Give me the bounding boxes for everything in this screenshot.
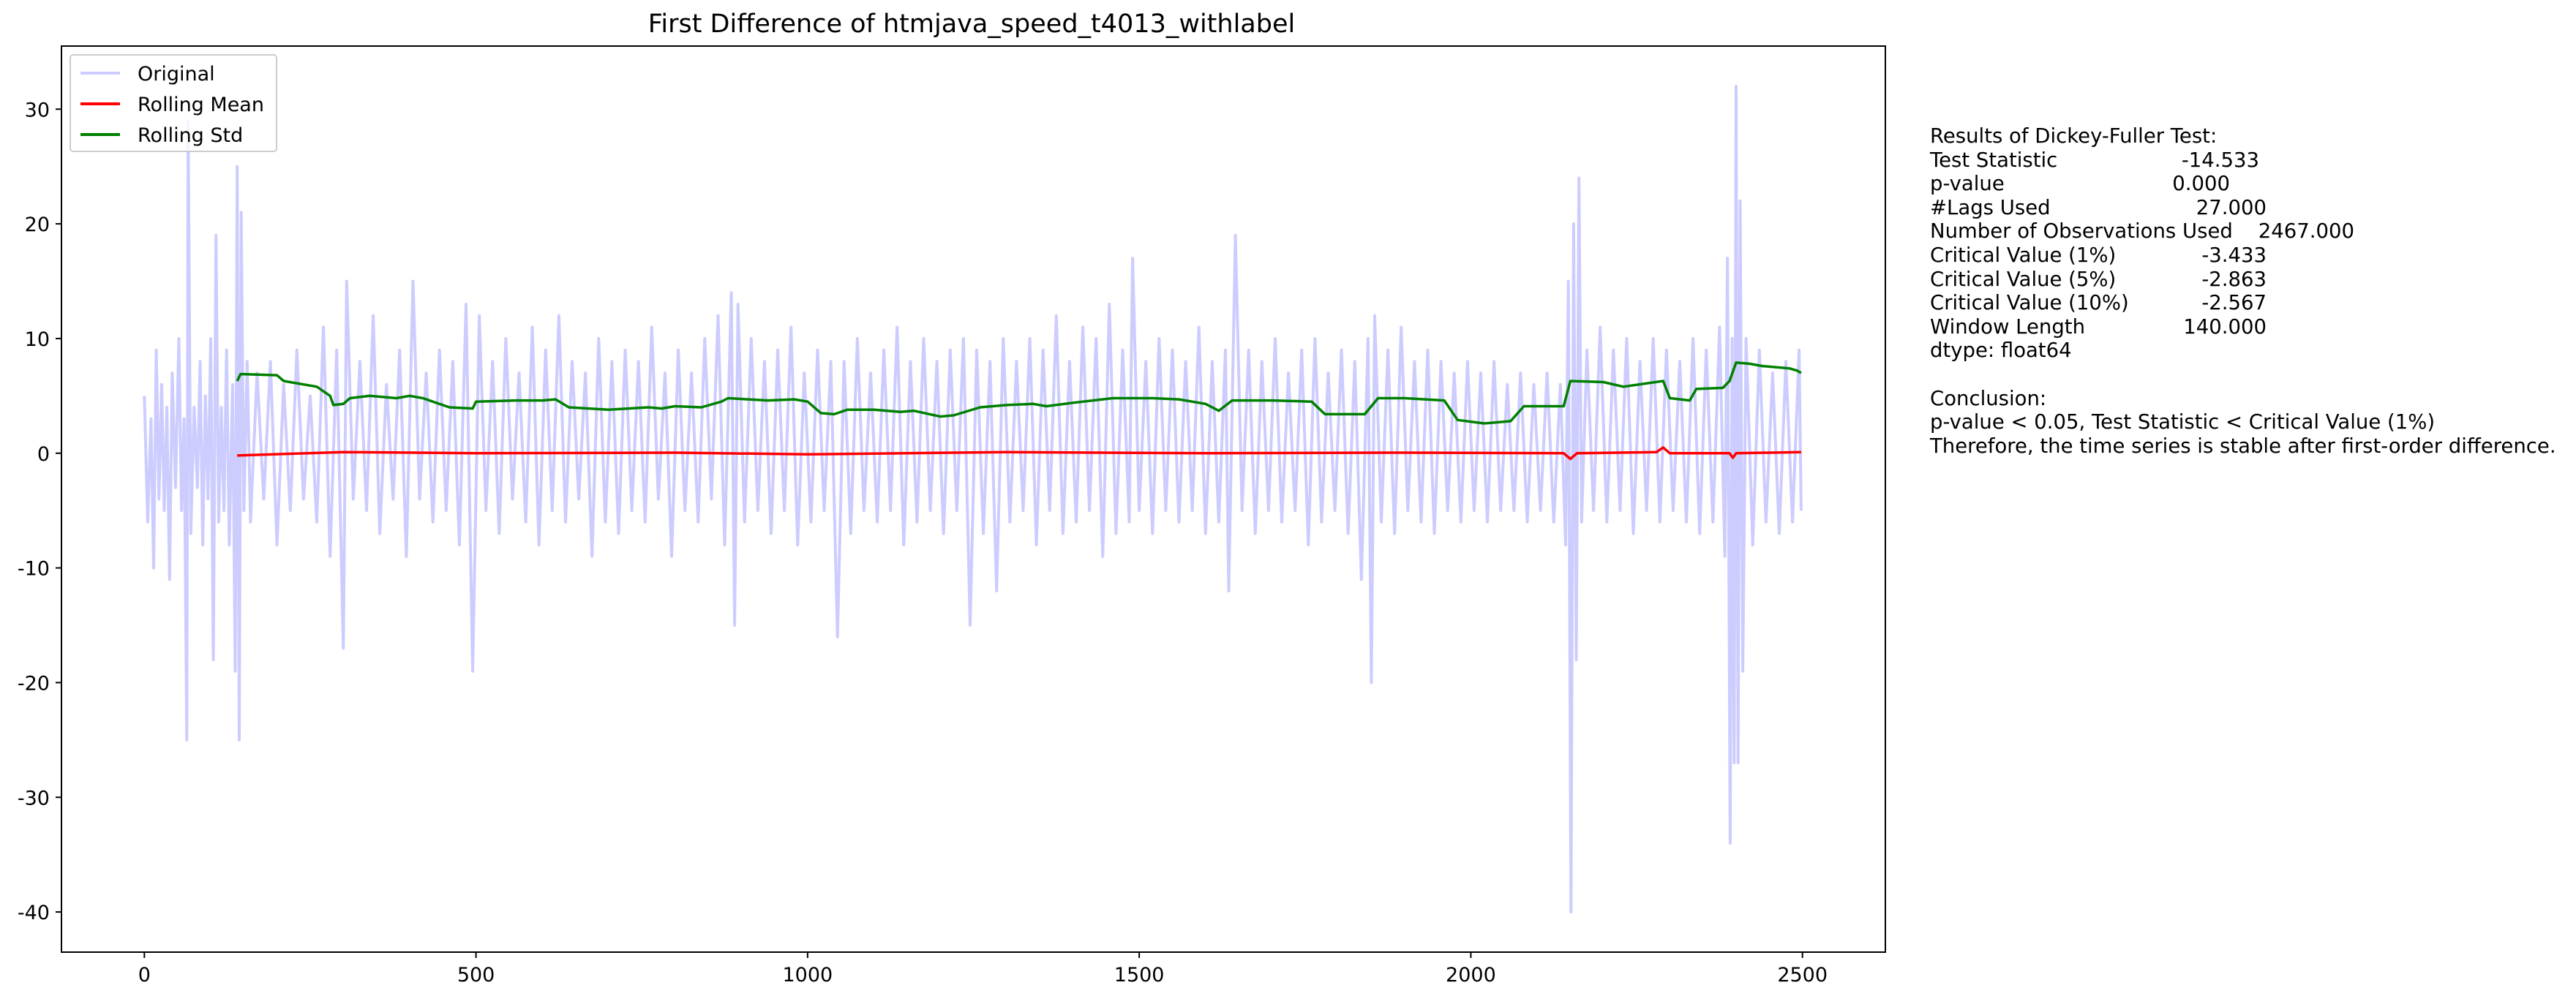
adf-row: Critical Value (5%) -2.863 [1930, 268, 2566, 292]
y-tick-label: 0 [37, 443, 50, 466]
y-tick-label: -10 [18, 558, 50, 581]
adf-row-value: -2.567 [2201, 291, 2267, 315]
legend-box [70, 54, 277, 152]
series-layer [143, 84, 1803, 914]
adf-row-label: Test Statistic [1930, 148, 2058, 172]
adf-row-value: 2467.000 [2258, 219, 2354, 244]
y-tick-label: 30 [25, 99, 50, 121]
x-tick-label: 1500 [1114, 964, 1165, 986]
y-tick-label: 10 [25, 328, 50, 351]
x-tick-label: 2500 [1777, 964, 1828, 986]
legend-label-rolling-std: Rolling Std [138, 124, 243, 147]
x-tick-label: 2000 [1446, 964, 1496, 986]
adf-dtype: dtype: float64 [1930, 339, 2072, 363]
y-tick-label: 20 [25, 214, 50, 236]
series-line-rolling-mean [237, 446, 1801, 461]
adf-row: Test Statistic -14.533 [1930, 148, 2566, 173]
adf-row-label: Critical Value (10%) [1930, 291, 2129, 315]
adf-row-value: -2.863 [2201, 267, 2267, 291]
adf-row: p-value 0.000 [1930, 172, 2566, 196]
series-line-rolling-std [236, 361, 1802, 425]
adf-row-label: Window Length [1930, 314, 2086, 339]
x-tick-label: 1000 [783, 964, 833, 986]
adf-row: Critical Value (10%) -2.567 [1930, 291, 2566, 315]
y-tick-label: -20 [18, 672, 50, 695]
adf-row-value: -14.533 [2181, 148, 2259, 172]
adf-row: #Lags Used 27.000 [1930, 196, 2566, 220]
x-tick-label: 0 [138, 964, 151, 986]
adf-header: Results of Dickey-Fuller Test: [1930, 124, 2218, 148]
chart-figure: First Difference of htmjava_speed_t4013_… [18, 10, 1886, 986]
adf-row-value: 140.000 [2183, 314, 2267, 339]
x-tick-label: 500 [457, 964, 495, 986]
adf-row: Number of Observations Used 2467.000 [1930, 219, 2566, 244]
plot-frame [61, 45, 1886, 953]
adf-row: Critical Value (1%) -3.433 [1930, 244, 2566, 268]
adf-row-label: Critical Value (5%) [1930, 267, 2117, 291]
x-axis: 0 500 1000 1500 2000 2500 [138, 952, 1828, 986]
adf-rows: Test Statistic -14.533 p-value 0.000 #Lags U… [1930, 148, 2566, 339]
adf-row-value: 27.000 [2196, 195, 2267, 219]
series-line-original [143, 84, 1803, 914]
plot-area [143, 84, 1803, 914]
chart-title: First Difference of htmjava_speed_t4013_… [648, 10, 1295, 39]
legend-label-original: Original [138, 63, 215, 86]
y-tick-label: -30 [18, 787, 50, 810]
adf-spacer [1930, 363, 2566, 387]
adf-row: Window Length 140.000 [1930, 315, 2566, 339]
adf-conclusion-line-2: Therefore, the time series is stable aft… [1930, 434, 2556, 458]
adf-row-value: 0.000 [2172, 172, 2230, 196]
legend-label-rolling-mean: Rolling Mean [138, 94, 264, 116]
adf-row-label: Number of Observations Used [1930, 219, 2233, 244]
legend: Original Rolling Mean Rolling Std [70, 54, 277, 152]
y-tick-label: -40 [18, 902, 50, 924]
adf-row-label: Critical Value (1%) [1930, 243, 2117, 267]
dickey-fuller-results: Results of Dickey-Fuller Test: Test Stat… [1930, 124, 2566, 458]
adf-row-value: -3.433 [2201, 243, 2267, 267]
adf-row-label: #Lags Used [1930, 195, 2051, 219]
adf-conclusion-header: Conclusion: [1930, 386, 2047, 410]
y-axis: -40 -30 -20 -10 0 10 20 30 [18, 99, 61, 924]
adf-row-label: p-value [1930, 172, 2005, 196]
adf-conclusion-line-1: p-value < 0.05, Test Statistic < Critica… [1930, 410, 2436, 434]
